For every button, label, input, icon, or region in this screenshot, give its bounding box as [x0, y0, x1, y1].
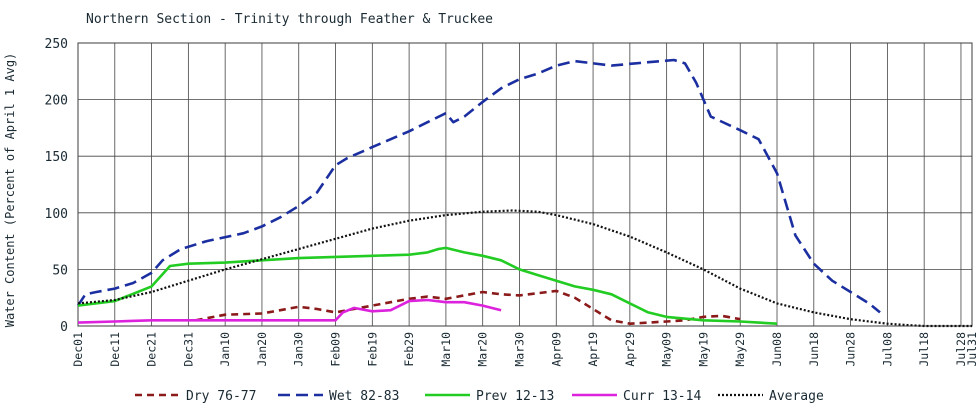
legend-label: Average — [769, 389, 824, 404]
x-tick-label: May19 — [696, 332, 710, 367]
x-tick-label: Jun18 — [807, 332, 821, 367]
plot-area — [77, 42, 973, 327]
x-tick-label: Jul28 — [954, 332, 968, 367]
x-tick-label: Apr29 — [623, 332, 637, 367]
x-tick-label: Jun28 — [844, 332, 858, 367]
y-tick-label: 50 — [52, 263, 68, 278]
series-line-curr-13-14 — [77, 298, 502, 324]
legend-label: Wet 82-83 — [329, 389, 399, 404]
x-tick-label: Jan10 — [218, 332, 232, 367]
x-tick-label: Jan20 — [255, 332, 269, 367]
plot-background — [77, 42, 973, 327]
series-line-average — [77, 209, 972, 328]
x-tick-label: Jul08 — [880, 332, 894, 367]
x-tick-label: Feb29 — [402, 332, 416, 367]
x-tick-label: Mar30 — [512, 332, 526, 367]
x-tick-label: Dec11 — [108, 332, 122, 367]
x-tick-label: Apr09 — [549, 332, 563, 367]
chart-title: Northern Section - Trinity through Feath… — [86, 12, 493, 27]
y-tick-label: 250 — [45, 37, 68, 52]
series-lines — [76, 58, 972, 328]
legend-label: Curr 13-14 — [623, 389, 701, 404]
series-line-dry-76-77 — [195, 289, 741, 326]
legend: Dry 76-77 Wet 82-83 Prev 12-13 Curr 13-14 Av… — [135, 389, 824, 404]
legend-label: Dry 76-77 — [186, 389, 256, 404]
series-line-wet-82-83 — [76, 58, 881, 314]
x-tick-label: Dec01 — [71, 332, 85, 367]
x-tick-label: Jul18 — [917, 332, 931, 367]
x-tick-label: May09 — [660, 332, 674, 367]
y-tick-label: 100 — [45, 207, 68, 222]
x-tick-label: Dec31 — [181, 332, 195, 367]
x-tick-label: Apr19 — [586, 332, 600, 367]
x-tick-label: Feb09 — [329, 332, 343, 367]
y-tick-label: 0 — [60, 320, 68, 335]
y-axis-label: Water Content (Percent of April 1 Avg) — [3, 53, 17, 328]
x-tick-label: Jul31 — [965, 332, 979, 367]
x-tick-label: Mar20 — [476, 332, 490, 367]
legend-label: Prev 12-13 — [476, 389, 554, 404]
x-tick-label: Dec21 — [145, 332, 159, 367]
x-tick-label: Jun08 — [770, 332, 784, 367]
x-tick-label: Feb19 — [365, 332, 379, 367]
series-line-prev-12-13 — [77, 246, 778, 325]
x-tick-label: May29 — [733, 332, 747, 367]
x-tick-label: Jan30 — [292, 332, 306, 367]
x-tick-label: Mar10 — [439, 332, 453, 367]
y-tick-label: 200 — [45, 94, 68, 109]
grid — [77, 42, 973, 327]
y-tick-label: 150 — [45, 150, 68, 165]
y-axis: 0 50 100 150 200 250 — [45, 37, 68, 335]
x-axis: Dec01 Dec11 Dec21 Dec31 Jan10 Jan20 Jan30 Feb09… — [71, 332, 979, 367]
